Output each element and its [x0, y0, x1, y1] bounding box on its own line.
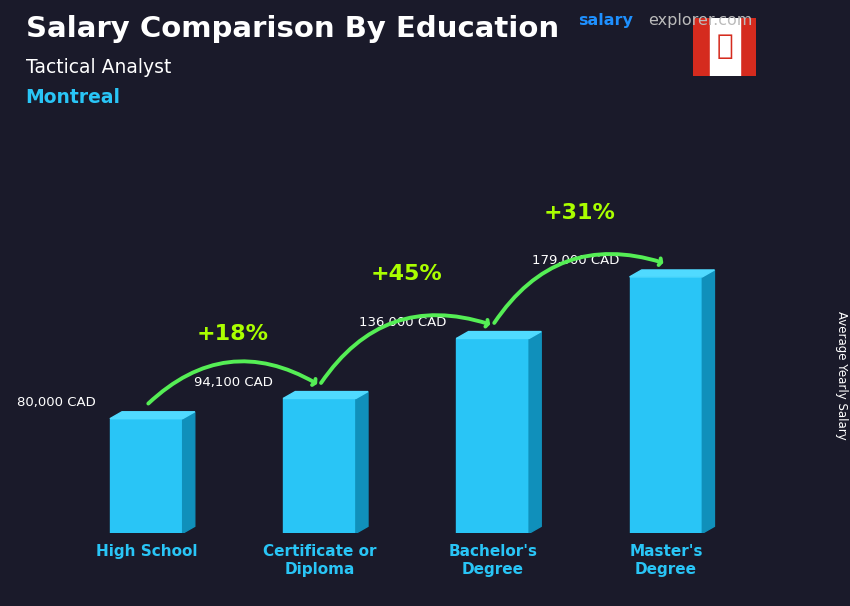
- Text: explorer.com: explorer.com: [648, 13, 752, 28]
- Text: 136,000 CAD: 136,000 CAD: [359, 316, 446, 329]
- Text: +18%: +18%: [197, 324, 269, 344]
- Text: 179,000 CAD: 179,000 CAD: [532, 255, 619, 267]
- Text: Montreal: Montreal: [26, 88, 121, 107]
- Text: 🍁: 🍁: [717, 32, 733, 61]
- Bar: [693, 18, 710, 76]
- Polygon shape: [456, 331, 541, 339]
- Polygon shape: [283, 391, 368, 399]
- Polygon shape: [630, 270, 715, 277]
- Bar: [110, 419, 183, 533]
- Text: +31%: +31%: [543, 202, 615, 222]
- Bar: [710, 18, 740, 76]
- Polygon shape: [529, 331, 541, 533]
- Polygon shape: [110, 411, 195, 419]
- Text: Tactical Analyst: Tactical Analyst: [26, 58, 171, 76]
- Text: salary: salary: [578, 13, 633, 28]
- Bar: [740, 18, 756, 76]
- Text: +45%: +45%: [371, 264, 442, 284]
- Bar: [283, 399, 356, 533]
- Text: 80,000 CAD: 80,000 CAD: [17, 396, 96, 409]
- Polygon shape: [356, 391, 368, 533]
- Text: 94,100 CAD: 94,100 CAD: [194, 376, 273, 389]
- Text: Salary Comparison By Education: Salary Comparison By Education: [26, 15, 558, 43]
- Text: Average Yearly Salary: Average Yearly Salary: [836, 311, 848, 440]
- Polygon shape: [183, 411, 195, 533]
- Bar: [630, 277, 702, 533]
- Polygon shape: [702, 270, 715, 533]
- Bar: [456, 339, 529, 533]
